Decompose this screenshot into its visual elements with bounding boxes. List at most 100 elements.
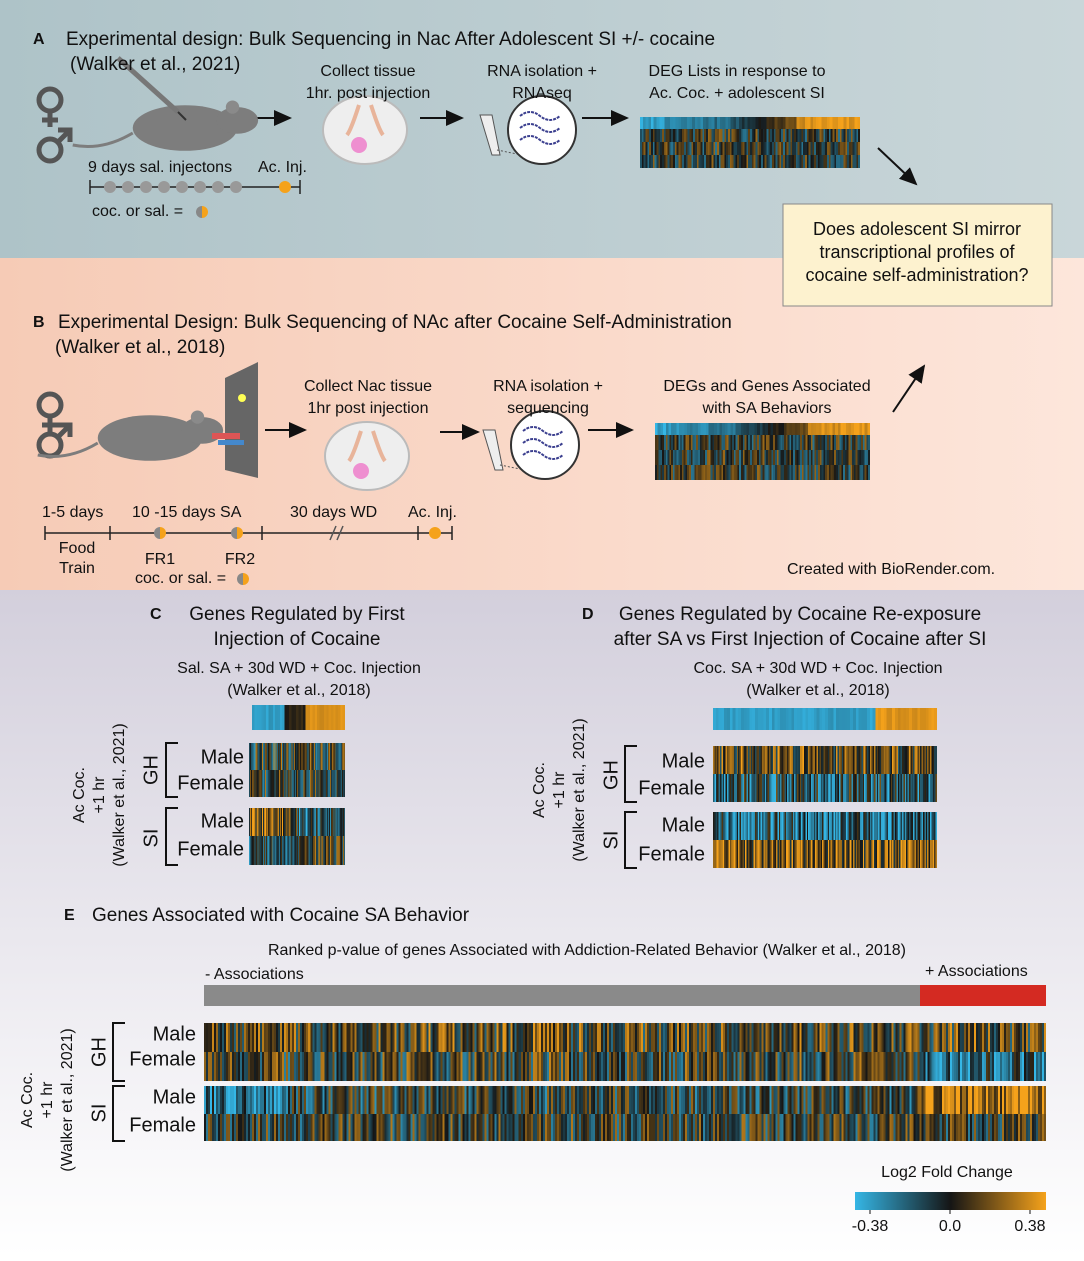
label: B: [33, 314, 45, 331]
shape: [353, 463, 369, 479]
shape: [329, 525, 344, 541]
label: coc. or sal. =: [135, 570, 226, 587]
label: Male: [153, 1023, 196, 1045]
heatmap-row: [655, 423, 870, 435]
heatmap-row: [640, 117, 860, 129]
shape: [212, 433, 240, 439]
label: Male: [662, 750, 705, 772]
heatmap-row: [204, 1086, 1046, 1114]
association-bar: [204, 985, 920, 1006]
heatmap-row: [249, 743, 345, 770]
heatmap-row: [713, 774, 937, 802]
label: Collect tissue: [320, 63, 415, 80]
label: (Walker et al., 2021): [70, 54, 240, 75]
shape: [104, 181, 116, 193]
heatmap-row: [655, 435, 870, 450]
shape: [519, 135, 561, 145]
colorbar: [855, 1192, 1046, 1210]
label: sequencing: [507, 400, 589, 417]
label: Created with BioRender.com.: [787, 561, 995, 578]
label: cocaine self-administration?: [805, 265, 1028, 285]
label: 9 days sal. injectons: [88, 159, 232, 176]
shape: [225, 100, 240, 114]
label: (Walker et al., 2021): [59, 1028, 76, 1171]
heatmap-row: [655, 465, 870, 480]
arrows: [245, 110, 926, 440]
label: Male: [662, 814, 705, 836]
label: 1hr post injection: [308, 400, 429, 417]
label: Male: [201, 746, 244, 768]
label: - Associations: [205, 966, 304, 983]
label: Train: [59, 560, 95, 577]
label: 30 days WD: [290, 504, 377, 521]
label: DEG Lists in response to: [649, 63, 826, 80]
heatmap-row: [640, 155, 860, 168]
label: E: [64, 907, 75, 924]
shape: [519, 123, 561, 133]
label: Ac Coc.: [531, 762, 548, 818]
shape: [72, 131, 134, 148]
shape: [237, 573, 243, 585]
label: RNA isolation +: [493, 378, 603, 395]
shape: [36, 136, 64, 164]
shape: [345, 104, 385, 137]
label: Experimental design: Bulk Sequencing in …: [66, 29, 715, 50]
shape: [132, 105, 238, 151]
heatmap-row: [713, 708, 937, 730]
label: C: [150, 606, 162, 623]
label: +1 hr: [91, 776, 108, 814]
label: with SA Behaviors: [702, 400, 832, 417]
bracket: [165, 807, 178, 866]
panel-cde-bg: [0, 590, 1084, 1256]
shape: [324, 421, 410, 491]
heatmap-row: [713, 840, 937, 868]
bracket: [112, 1085, 125, 1142]
shape: [154, 527, 160, 539]
label: Coc. SA + 30d WD + Coc. Injection: [693, 660, 942, 677]
label: coc. or sal. =: [92, 203, 183, 220]
label: Male: [201, 810, 244, 832]
shape: [522, 450, 564, 460]
bracket: [112, 1022, 125, 1082]
heatmap-row: [249, 770, 345, 797]
label: DEGs and Genes Associated: [663, 378, 870, 395]
colorbar-tick-label: 0.38: [1014, 1218, 1045, 1235]
label: Female: [638, 777, 705, 799]
label: Food: [59, 540, 95, 557]
shape: [97, 415, 203, 461]
shape: [230, 181, 242, 193]
question-box: [782, 203, 1053, 307]
label: 1hr. post injection: [306, 85, 431, 102]
heatmap-row: [249, 808, 345, 836]
heatmap-row: [204, 1052, 1046, 1081]
shape: [212, 181, 224, 193]
heatmap-row: [655, 450, 870, 465]
label: +1 hr: [551, 771, 568, 809]
shape: [522, 426, 564, 436]
label: Does adolescent SI mirror: [813, 219, 1021, 239]
shape: [347, 430, 387, 463]
shape: [238, 394, 246, 402]
shape: [482, 429, 504, 471]
heatmap-row: [713, 812, 937, 840]
heatmap-row: [713, 746, 937, 774]
shape: [351, 137, 367, 153]
shape: [216, 107, 259, 134]
label: Ac. Inj.: [258, 159, 307, 176]
shape: [243, 573, 249, 585]
heatmap-row: [249, 836, 345, 865]
bracket: [624, 811, 637, 869]
label: Ac Coc.: [71, 767, 88, 823]
label: (Walker et al., 2021): [111, 723, 128, 866]
label: GH: [600, 760, 622, 790]
label: GH: [140, 755, 162, 785]
shape: [279, 181, 291, 193]
heatmap-row: [640, 129, 860, 142]
label: 10 -15 days SA: [132, 504, 242, 521]
heatmap-row: [204, 1114, 1046, 1141]
shape: [56, 127, 73, 144]
label: 1-5 days: [42, 504, 103, 521]
shape: [56, 422, 73, 439]
shape: [519, 111, 561, 121]
label: Female: [129, 1048, 196, 1070]
